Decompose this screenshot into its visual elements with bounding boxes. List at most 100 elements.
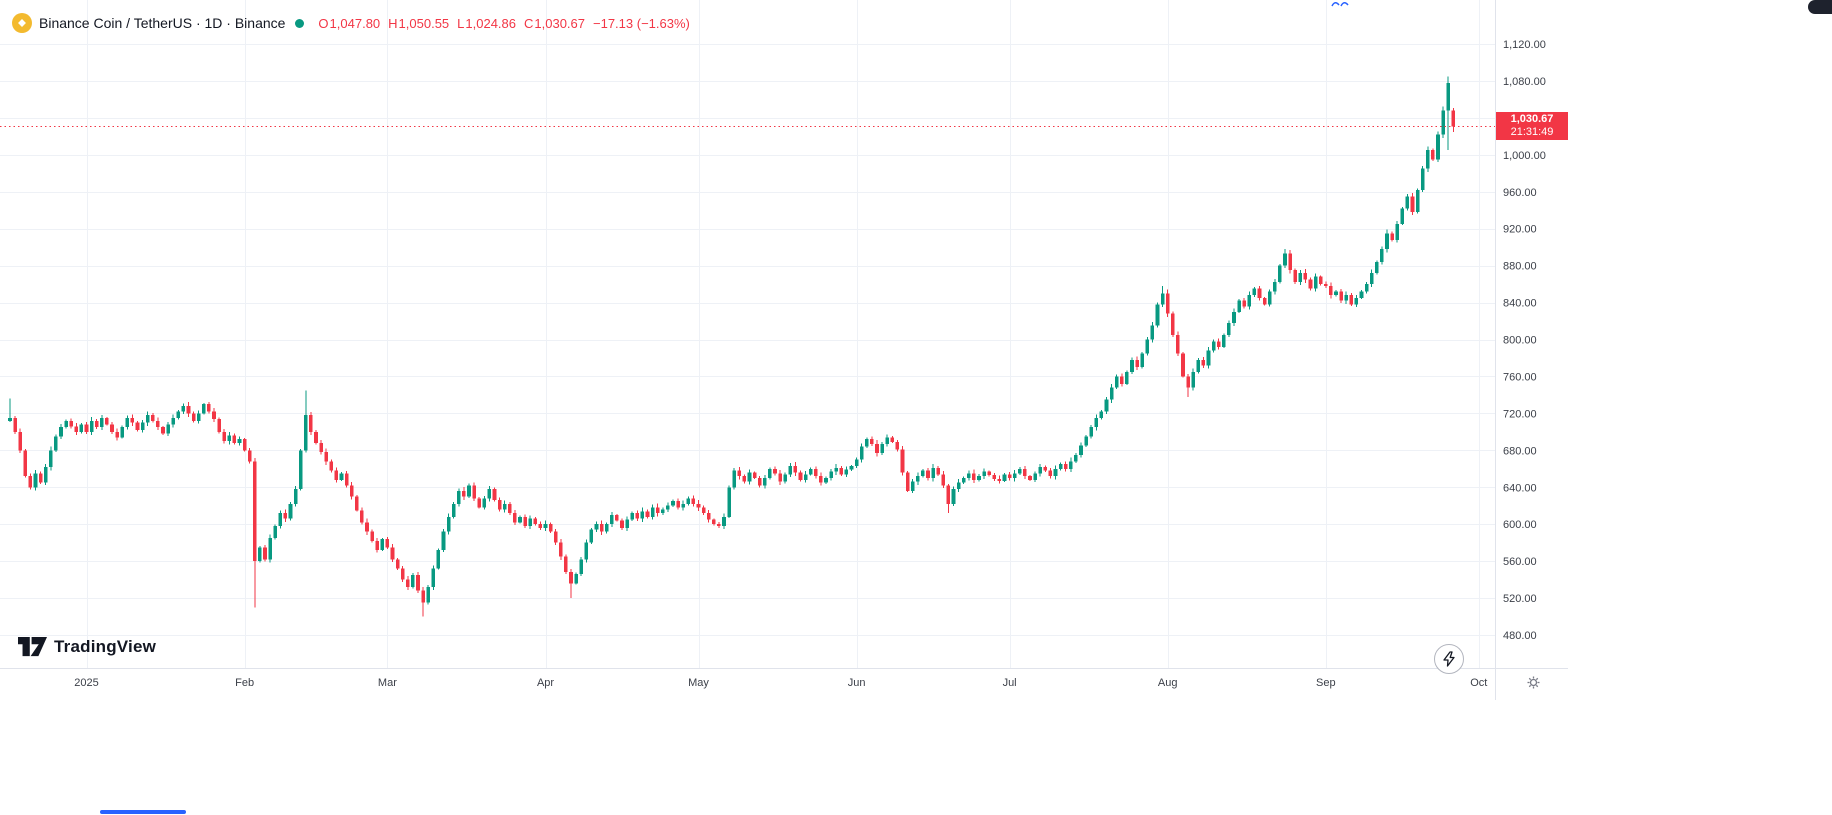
candle — [977, 474, 981, 482]
candle — [1211, 339, 1216, 353]
candle — [472, 482, 476, 502]
candle — [757, 475, 762, 488]
candle — [176, 409, 181, 420]
candle — [1446, 76, 1450, 151]
candle — [895, 439, 900, 452]
candle — [293, 485, 298, 507]
candle — [492, 487, 497, 502]
x-axis-label: Jul — [1003, 677, 1017, 689]
candle — [100, 415, 104, 430]
candle — [329, 459, 334, 473]
candle — [140, 419, 145, 433]
candle — [1130, 357, 1134, 374]
candle — [681, 500, 685, 511]
candle — [334, 467, 339, 483]
candle — [854, 457, 859, 469]
candle — [1339, 288, 1343, 304]
candle — [406, 576, 410, 591]
candle — [125, 415, 130, 430]
chart-plot-area[interactable] — [0, 0, 1495, 668]
y-axis-label: 920.00 — [1503, 224, 1537, 236]
candle — [23, 448, 28, 478]
candle — [1074, 452, 1078, 464]
candle — [1125, 370, 1129, 385]
symbol-title[interactable]: Binance Coin / TetherUS · 1D · Binance — [39, 15, 286, 31]
candle — [610, 511, 614, 527]
candle — [1267, 289, 1272, 307]
candle — [1303, 269, 1308, 283]
candle — [814, 466, 818, 479]
candle — [1349, 293, 1354, 307]
x-axis-label: Aug — [1158, 677, 1178, 689]
candle — [997, 475, 1002, 484]
candle — [671, 499, 675, 507]
candle — [594, 521, 599, 533]
candle — [400, 566, 405, 582]
candle — [548, 522, 553, 534]
candle — [742, 474, 747, 484]
candle — [237, 436, 242, 446]
candle — [1181, 351, 1185, 378]
candle — [8, 398, 12, 422]
lightning-bolt-button[interactable] — [1434, 644, 1464, 674]
candle — [202, 402, 206, 415]
x-axis-label: May — [688, 677, 709, 689]
market-status-dot[interactable] — [295, 18, 305, 28]
candle — [1242, 298, 1246, 309]
candle — [635, 510, 640, 521]
candle — [533, 517, 538, 526]
candle — [222, 429, 226, 444]
candle — [661, 507, 665, 516]
tradingview-logo[interactable]: TradingView — [18, 637, 156, 657]
candle — [33, 469, 38, 491]
candle — [1063, 461, 1068, 472]
candle — [722, 513, 726, 530]
candle — [110, 422, 114, 434]
x-axis-label: 2025 — [74, 677, 98, 689]
candle — [212, 408, 216, 422]
candle — [416, 572, 420, 594]
candle — [783, 472, 787, 484]
candle — [1028, 475, 1032, 481]
axis-settings-button[interactable] — [1527, 676, 1540, 689]
candle — [747, 469, 752, 485]
candle — [508, 502, 512, 515]
symbol-legend[interactable]: Binance Coin / TetherUS · 1D · Binance O… — [12, 12, 698, 34]
candle — [13, 415, 17, 434]
candle — [1426, 146, 1430, 172]
candle — [247, 448, 252, 464]
candle — [502, 500, 507, 513]
candle — [1441, 106, 1445, 138]
price-axis[interactable] — [1495, 0, 1568, 668]
candle — [395, 557, 400, 570]
candle — [1385, 229, 1389, 253]
candle — [375, 537, 379, 553]
candle — [885, 434, 889, 447]
candle — [844, 466, 849, 478]
candle — [1252, 286, 1257, 297]
candle — [462, 487, 466, 500]
candle — [421, 586, 425, 617]
candle — [768, 467, 772, 480]
candle — [620, 518, 624, 530]
candle — [43, 464, 48, 486]
candle — [436, 548, 441, 570]
candle — [278, 510, 283, 529]
candle — [105, 416, 109, 426]
x-axis-label: Jun — [848, 677, 866, 689]
candle — [513, 510, 517, 525]
candle — [574, 572, 578, 585]
candle — [1410, 193, 1415, 215]
candle — [1216, 338, 1221, 350]
candle — [1109, 383, 1114, 403]
candle — [130, 414, 135, 426]
y-axis-label: 720.00 — [1503, 408, 1537, 420]
candle — [1079, 442, 1083, 458]
candle — [288, 501, 293, 521]
candle — [217, 417, 221, 434]
time-axis[interactable] — [0, 668, 1568, 700]
candle — [712, 518, 716, 526]
candle — [1018, 466, 1022, 476]
candle — [778, 469, 782, 485]
